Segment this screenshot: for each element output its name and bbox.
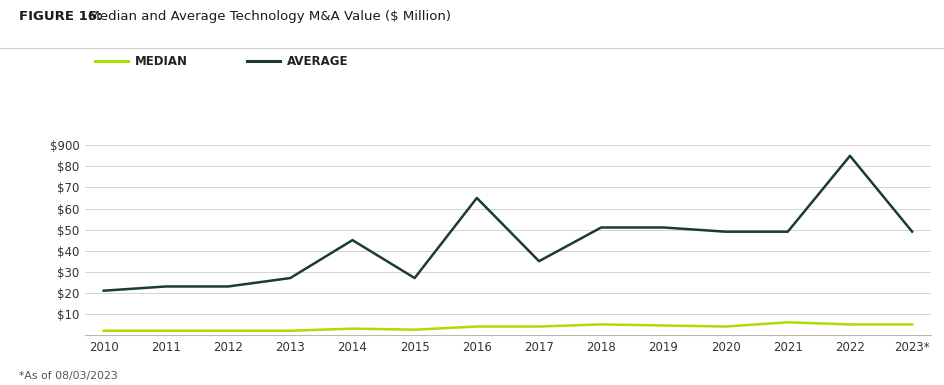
Legend: MEDIAN, AVERAGE: MEDIAN, AVERAGE bbox=[90, 50, 353, 73]
Text: FIGURE 16:: FIGURE 16: bbox=[19, 10, 102, 23]
Text: *As of 08/03/2023: *As of 08/03/2023 bbox=[19, 371, 117, 381]
Text: Median and Average Technology M&A Value ($ Million): Median and Average Technology M&A Value … bbox=[80, 10, 451, 23]
